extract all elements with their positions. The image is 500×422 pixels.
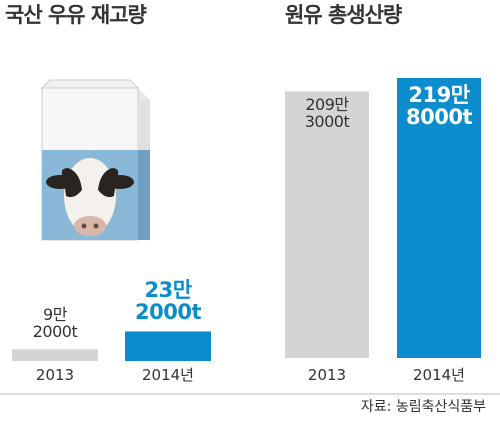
x-tick-label: 2013	[307, 366, 347, 384]
bar	[285, 91, 369, 358]
x-tick-label: 2014년	[142, 366, 194, 384]
x-tick-label: 2014년	[413, 366, 465, 384]
value-label: 219만 8000t	[406, 83, 473, 130]
source: 자료: 농림축산식품부	[360, 399, 486, 415]
x-tick-label: 2013	[35, 366, 75, 384]
chart-title: 원유 총생산량	[285, 3, 402, 27]
milk-carton	[40, 79, 150, 241]
value-label: 209만 3000t	[304, 95, 350, 132]
value-label: 23만 2000t	[135, 278, 202, 325]
bar	[397, 78, 481, 358]
bar	[125, 331, 211, 361]
chart-title: 국산 우유 재고량	[5, 3, 147, 27]
bar	[12, 349, 98, 361]
value-label: 9만 2000t	[32, 305, 78, 342]
